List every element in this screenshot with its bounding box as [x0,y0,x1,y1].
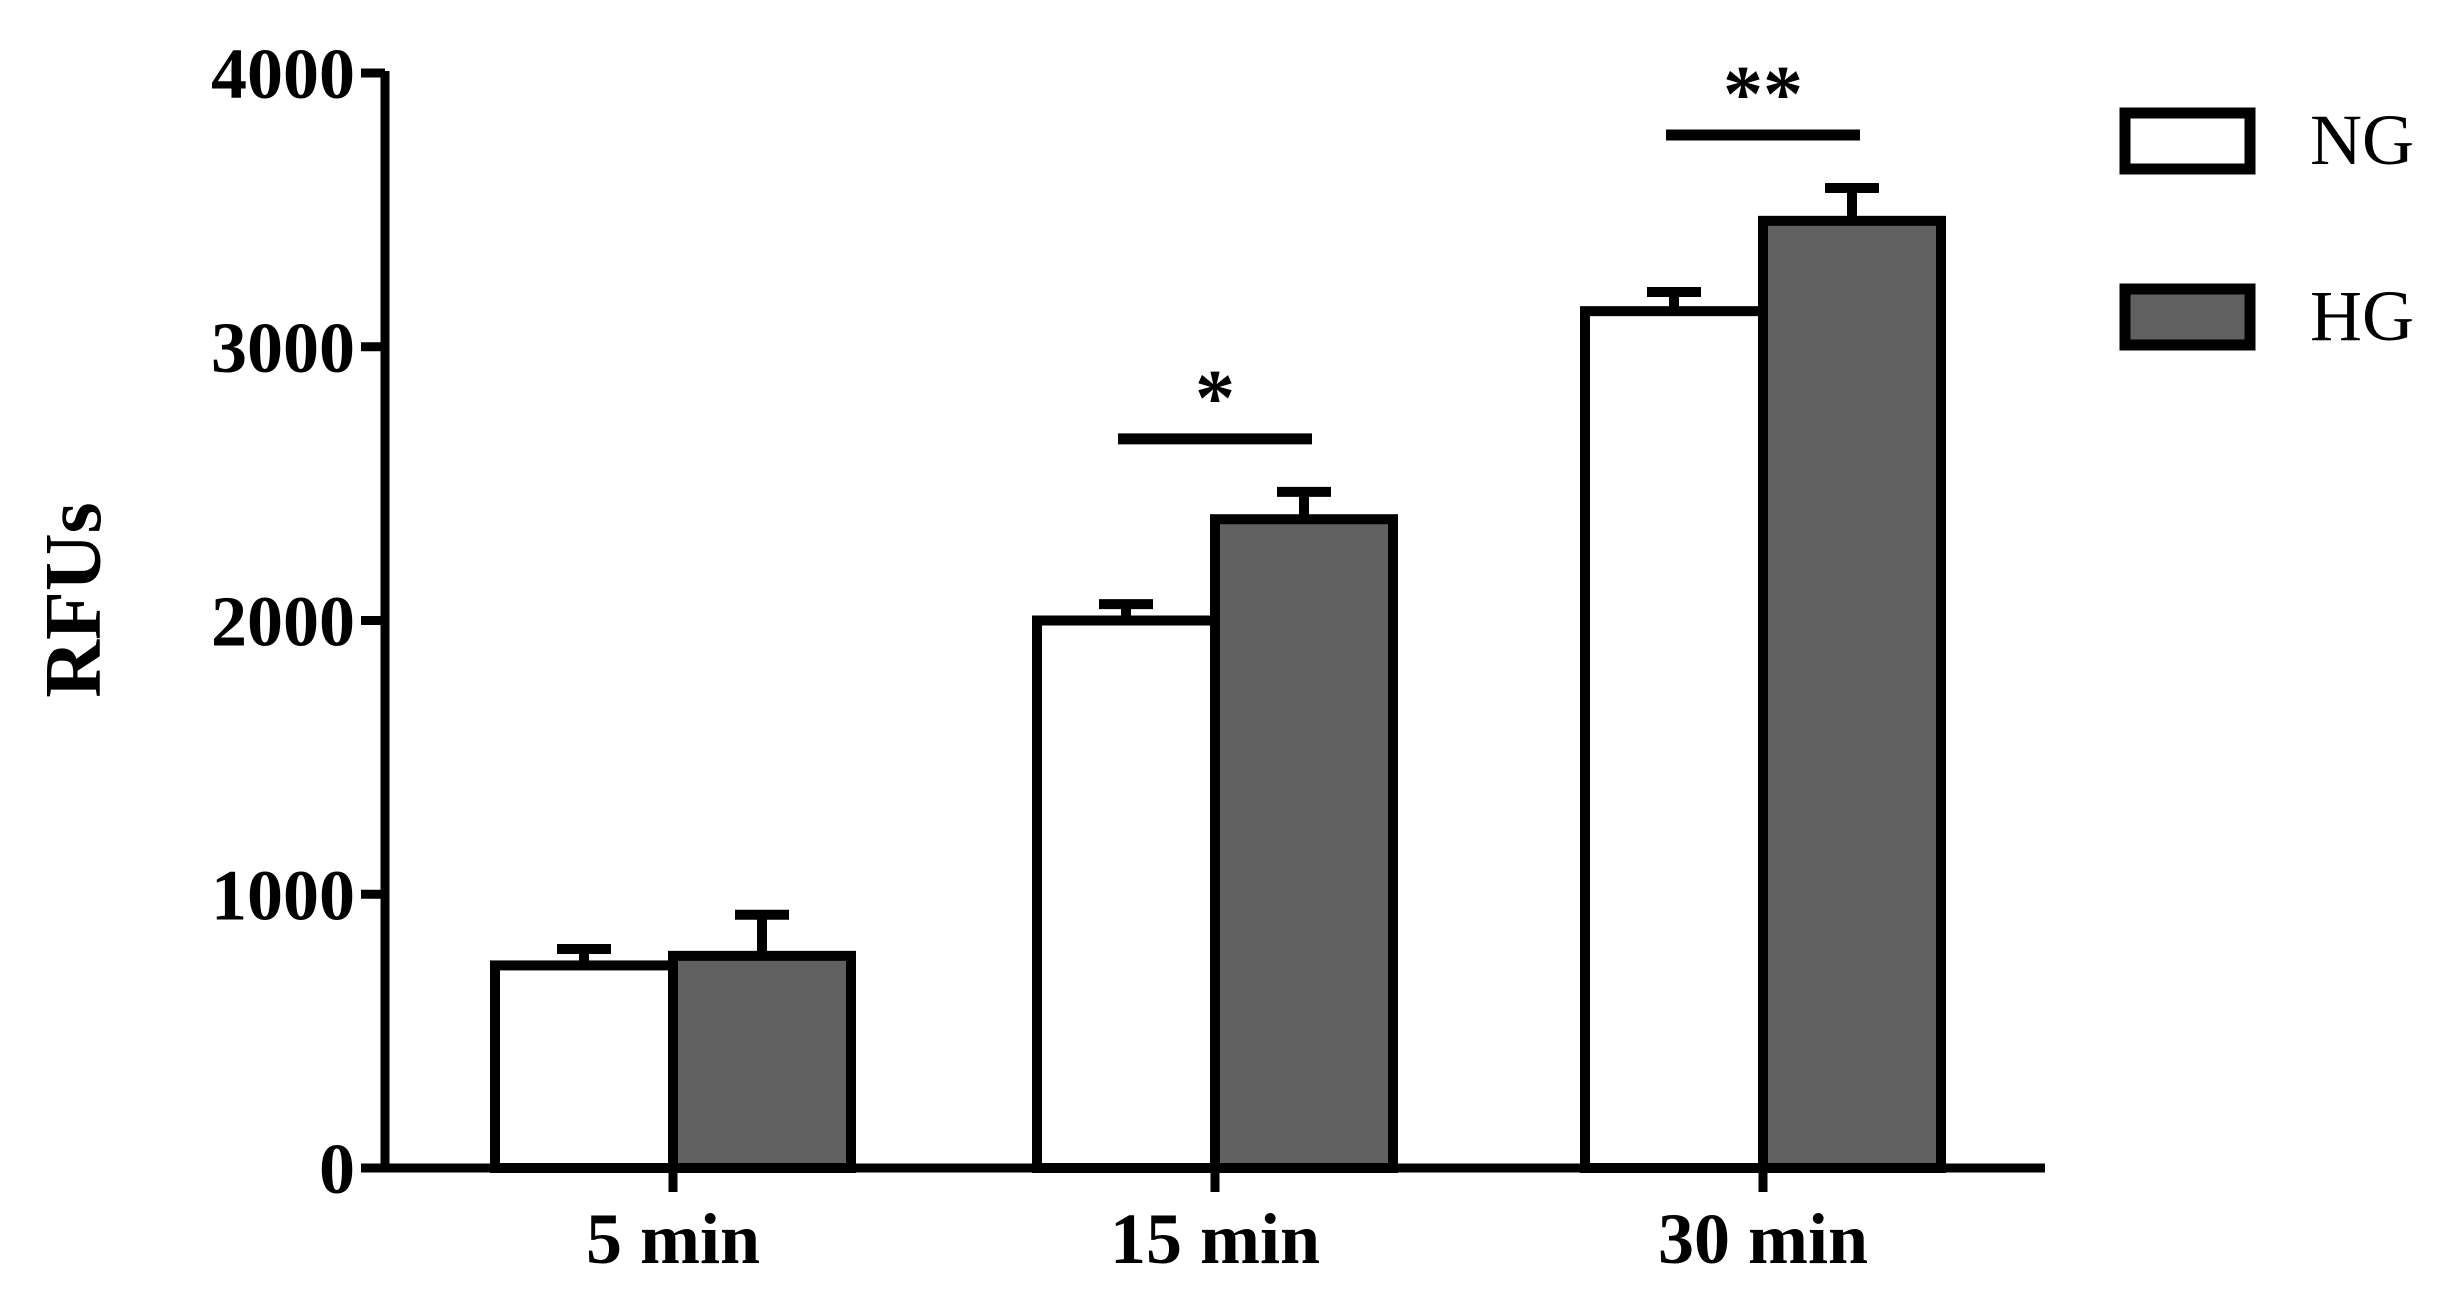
bar-ng-30min [1580,306,1768,1174]
y-tick-label-0: 0 [319,1129,355,1209]
axes-layer [361,68,2045,1192]
bar-hg-5min [668,950,856,1173]
y-axis-title: RFUs [30,502,118,698]
legend-swatch-ng [2119,107,2256,175]
x-category-label: 5 min [586,1199,760,1279]
bar-hg-15min [1210,514,1398,1173]
significance-label-2: ** [1723,51,1803,139]
y-tick-label-1000: 1000 [211,855,355,935]
y-tick-label-4000: 4000 [211,34,355,114]
legend-swatch-hg [2119,283,2256,351]
bar-ng-15min [1032,615,1220,1173]
x-category-label: 30 min [1658,1199,1868,1279]
bar-ng-5min [490,960,678,1173]
legend: NG HG [2119,100,2414,356]
x-category-label: 15 min [1110,1199,1320,1279]
y-tick-label-2000: 2000 [211,582,355,662]
y-tick-label-3000: 3000 [211,308,355,388]
significance-label-1: * [1195,355,1235,443]
legend-label-hg: HG [2310,276,2414,356]
bars-layer [490,182,1946,1174]
legend-label-ng: NG [2310,100,2414,180]
bar-hg-30min [1758,215,1946,1173]
